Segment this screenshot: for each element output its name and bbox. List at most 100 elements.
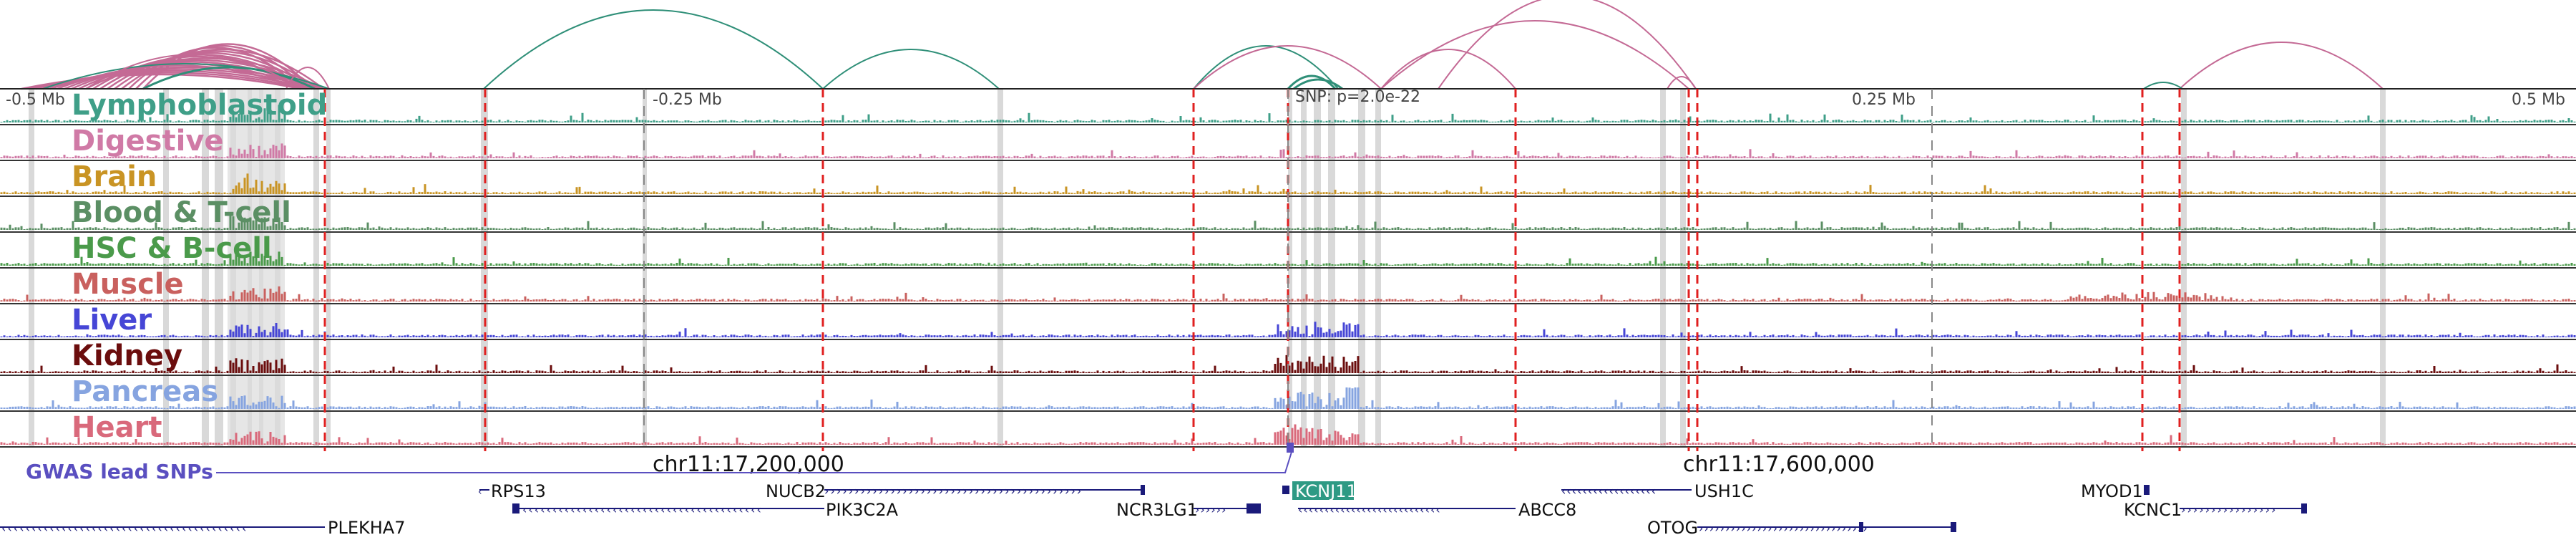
- gene-kcnc1-exon: [2301, 503, 2307, 514]
- gene-plekha7[interactable]: ‹‹‹‹‹‹‹‹‹‹‹‹‹‹‹‹‹‹‹‹‹‹‹‹‹‹‹‹‹‹‹‹‹‹‹‹‹‹‹‹…: [0, 518, 405, 538]
- track-pancreas: [0, 387, 2576, 412]
- gene-abcc8-label: ABCC8: [1518, 500, 1576, 520]
- track-label-pancreas: Pancreas: [72, 375, 218, 408]
- gene-pik3c2a-arrows: ‹‹‹‹‹‹‹‹‹‹‹‹‹‹‹‹‹‹‹‹‹‹‹‹‹‹‹‹‹‹‹‹‹‹‹‹‹‹‹‹: [522, 503, 763, 516]
- gene-rps13-label: RPS13: [491, 481, 546, 501]
- gene-nucb2[interactable]: NUCB2 ››››››››››››››››››››››››››››››››››…: [766, 481, 1145, 501]
- loop-teal-mid-1: [483, 9, 824, 90]
- loop-pink-right: [2179, 42, 2384, 90]
- gene-nucb2-exon: [1141, 485, 1145, 495]
- coord-label-right: chr11:17,600,000: [1683, 452, 1875, 477]
- track-label-brain: Brain: [72, 160, 157, 193]
- snp-label: SNP: p=2.0e-22: [1295, 88, 1420, 106]
- track-blood-t-cell-signal: [0, 215, 2576, 230]
- loop-pink-large: [1438, 0, 1697, 90]
- position-axis: -0.5 Mb -0.25 Mb SNP: p=2.0e-22 0.25 Mb …: [6, 88, 2565, 109]
- gene-otog-label: OTOG: [1647, 518, 1698, 537]
- gene-ncr3lg1-arrows: ››››››: [1195, 503, 1226, 516]
- track-muscle: [0, 286, 2576, 304]
- gene-pik3c2a[interactable]: ‹‹‹‹‹‹‹‹‹‹‹‹‹‹‹‹‹‹‹‹‹‹‹‹‹‹‹‹‹‹‹‹‹‹‹‹‹‹‹‹…: [512, 500, 899, 520]
- gwas-lead-snps: GWAS lead SNPs: [26, 443, 1294, 483]
- gene-otog-exon-2: [1951, 522, 1956, 532]
- loop-teal-left-1: [42, 63, 330, 90]
- track-label-digestive: Digestive: [72, 125, 224, 158]
- gene-plekha7-arrows: ‹‹‹‹‹‹‹‹‹‹‹‹‹‹‹‹‹‹‹‹‹‹‹‹‹‹‹‹‹‹‹‹‹‹‹‹‹‹‹‹…: [1, 521, 248, 535]
- tick-label-right-mid: 0.25 Mb: [1852, 91, 1916, 109]
- track-liver-signal: [0, 322, 2576, 337]
- gene-ncr3lg1[interactable]: NCR3LG1 ››››››: [1116, 500, 1261, 520]
- tick-label-right-far: 0.5 Mb: [2512, 91, 2565, 109]
- loop-pink-cluster-5: [57, 64, 301, 90]
- track-label-hsc-b-cell: HSC & B-cell: [72, 232, 272, 265]
- chromatin-loops: [21, 0, 2384, 90]
- loop-pink-mid-1: [1193, 45, 1382, 90]
- gwas-snp-marker: [1287, 443, 1294, 453]
- gene-otog-arrows: ››››››››››››››››››››››››››››››››: [1699, 521, 1868, 535]
- track-labels: Lymphoblastoid Digestive Brain Blood & T…: [72, 89, 327, 444]
- gene-kcnc1-label: KCNC1: [2124, 500, 2182, 520]
- loop-pink-cluster-12: [107, 52, 313, 90]
- tick-label-left-mid: -0.25 Mb: [653, 91, 722, 109]
- track-label-blood-t-cell: Blood & T-cell: [72, 196, 291, 229]
- gwas-connector: [216, 449, 1293, 473]
- track-digestive: [0, 143, 2576, 161]
- gene-kcnc1[interactable]: KCNC1 ››››››››››››››››: [2124, 500, 2307, 520]
- gene-kcnj11[interactable]: KCNJ11: [1282, 481, 1357, 501]
- track-pancreas-signal: [0, 387, 2576, 409]
- gene-abcc8[interactable]: ‹‹‹‹‹‹‹‹‹‹‹‹‹‹‹‹‹‹‹‹‹‹‹‹‹‹‹ ABCC8: [1298, 500, 1576, 520]
- loop-pink-cluster-16: [135, 44, 307, 90]
- track-muscle-signal: [0, 286, 2576, 302]
- loop-pink-cluster-17: [142, 43, 313, 90]
- gene-pik3c2a-exon: [512, 503, 519, 514]
- gene-track: ‹ RPS13 NUCB2 ››››››››››››››››››››››››››…: [0, 481, 2307, 538]
- track-liver: [0, 322, 2576, 340]
- loop-teal-right: [2143, 82, 2183, 90]
- red-dashed-markers: [323, 89, 2181, 451]
- gene-otog-exon-1: [1859, 522, 1863, 532]
- loop-pink-offscreen: [286, 67, 330, 90]
- loop-pink-cluster-14: [121, 48, 324, 90]
- gene-ush1c[interactable]: ‹‹‹‹‹‹‹‹‹‹‹‹‹‹‹‹‹‹ USH1C: [1561, 481, 1754, 501]
- gene-kcnj11-exon: [1282, 486, 1289, 494]
- loop-pink-mid-2: [1380, 20, 1689, 90]
- gene-plekha7-label: PLEKHA7: [328, 518, 405, 537]
- track-label-lymphoblastoid: Lymphoblastoid: [72, 89, 327, 122]
- loop-teal-small-1: [1287, 74, 1337, 90]
- gene-kcnj11-highlight: [1292, 481, 1354, 500]
- loop-teal-small-2: [1293, 78, 1343, 90]
- gene-myod1-label: MYOD1: [2081, 481, 2143, 501]
- loop-pink-cluster-15: [128, 47, 301, 90]
- gwas-label: GWAS lead SNPs: [26, 460, 213, 483]
- gene-otog[interactable]: OTOG ››››››››››››››››››››››››››››››››: [1647, 518, 1956, 538]
- track-label-kidney: Kidney: [72, 339, 182, 372]
- gene-pik3c2a-label: PIK3C2A: [826, 500, 899, 520]
- loop-pink-cluster-13: [114, 50, 318, 90]
- gene-myod1-exon: [2144, 485, 2150, 495]
- track-heart-signal: [0, 424, 2576, 445]
- gene-rps13-arrow: ‹: [478, 486, 482, 498]
- track-hsc-b-cell-signal: [0, 251, 2576, 266]
- gene-nucb2-arrows: ››››››››››››››››››››››››››››››››››››››››…: [824, 484, 1083, 498]
- gene-myod1[interactable]: MYOD1: [2081, 481, 2150, 501]
- track-label-heart: Heart: [72, 411, 162, 444]
- gene-kcnc1-arrows: ››››››››››››››››: [2181, 503, 2277, 516]
- loop-teal-mid-2: [822, 49, 1000, 90]
- loop-pink-tall: [85, 54, 301, 90]
- gene-abcc8-arrows: ‹‹‹‹‹‹‹‹‹‹‹‹‹‹‹‹‹‹‹‹‹‹‹‹‹‹‹: [1298, 503, 1441, 516]
- track-digestive-signal: [0, 143, 2576, 158]
- loop-pink-mid-3: [1380, 49, 1516, 90]
- gene-rps13[interactable]: ‹ RPS13: [478, 481, 546, 501]
- track-label-liver: Liver: [72, 304, 152, 337]
- track-kidney-signal: [0, 355, 2576, 373]
- gene-kcnj11-label: KCNJ11: [1295, 481, 1357, 501]
- gene-ncr3lg1-label: NCR3LG1: [1116, 500, 1198, 520]
- gene-nucb2-label: NUCB2: [766, 481, 826, 501]
- loop-teal-left-2: [142, 66, 316, 90]
- track-brain-signal: [0, 173, 2576, 194]
- gene-ush1c-label: USH1C: [1694, 481, 1754, 501]
- track-lymphoblastoid-signal: [0, 105, 2576, 122]
- track-label-muscle: Muscle: [72, 268, 184, 301]
- loop-teal-mid-3: [1193, 45, 1339, 90]
